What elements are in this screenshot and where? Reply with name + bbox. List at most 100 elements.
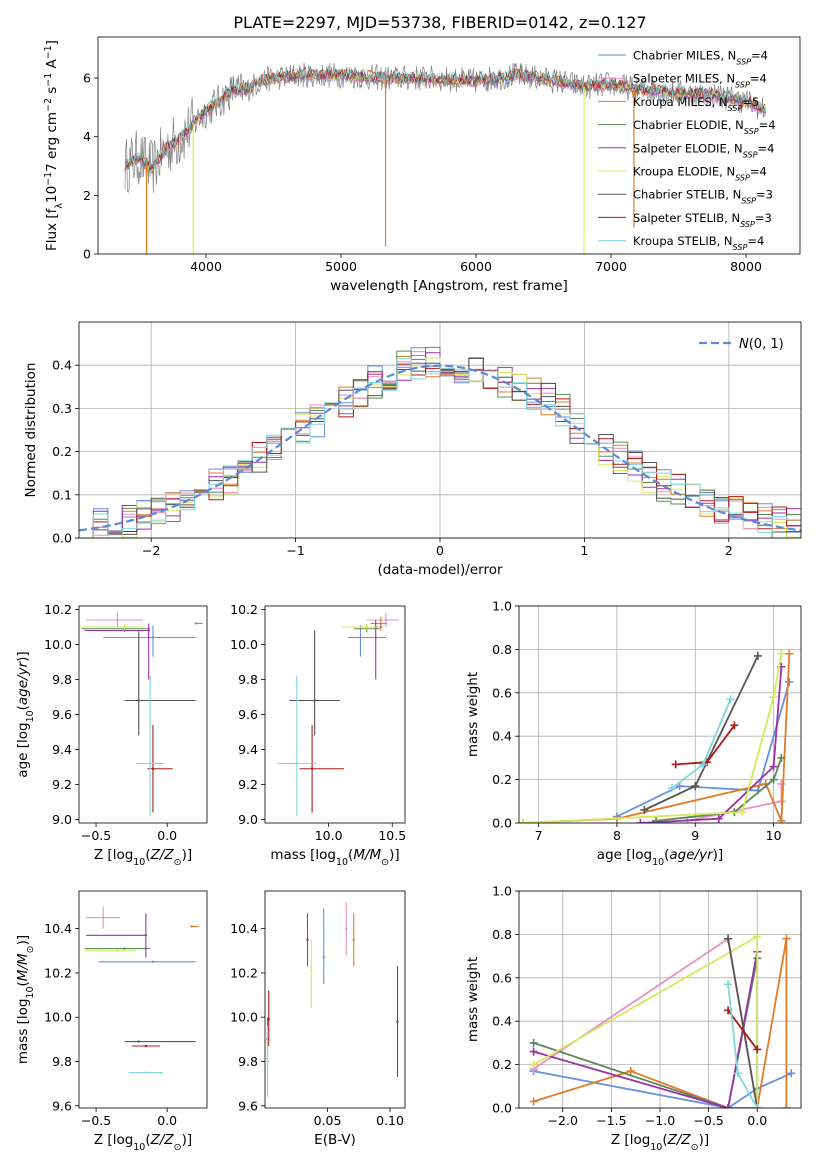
plot-area [79, 346, 801, 538]
axes-frame [78, 321, 802, 539]
axes-frame [97, 36, 801, 255]
point-salpeter-stelib [144, 1044, 148, 1048]
series-marker-kroupa-miles [529, 1097, 538, 1106]
y-tick-label: 0.6 [492, 970, 512, 985]
axes-frame [264, 605, 406, 824]
point-kroupa-stelib [295, 762, 299, 765]
x-tick-label: 0.0 [157, 828, 177, 843]
y-tick-label: 9.6 [238, 707, 258, 722]
legend-entry: Salpeter MILES, NSSP=4 [633, 72, 767, 90]
y-tick-label: 10.0 [44, 1010, 72, 1025]
series-marker-salpeter-stelib [671, 760, 680, 769]
model-line-kroupa-stelib [124, 67, 766, 169]
legend-entry: Chabrier STELIB, NSSP=3 [633, 188, 773, 206]
panel-age_vs_z: −0.5 0.0 9.0 9.2 9.4 9.6 9.8 10.0 10.2 Z [log10(Z… [15, 602, 208, 868]
panel-weight_vs_age: 7 8 9 10 0.0 0.2 0.4 0.6 0.8 1.0 age [log10(age/yr… [465, 599, 802, 868]
series-marker-chabrier-miles [785, 677, 794, 686]
point-salpeter-elodie [306, 938, 309, 941]
y-tick-label: 9.0 [52, 812, 72, 827]
series-marker-salpeter-stelib [753, 1045, 762, 1054]
plot-area [277, 613, 399, 816]
y-axis-label: mass weight [465, 672, 481, 757]
axes-frame [78, 605, 208, 824]
point-chabrier-miles [151, 960, 155, 964]
y-tick-label: 2 [83, 188, 91, 203]
y-tick-label: 0.2 [52, 444, 72, 459]
point-salpeter-miles [116, 618, 119, 622]
point-kroupa-elodie [123, 625, 126, 629]
y-tick-label: 9.4 [52, 742, 72, 757]
series-marker-salpeter-elodie [529, 1047, 538, 1056]
series-marker-salpeter-elodie [714, 814, 723, 823]
x-axis-label: (data-model)/error [377, 562, 503, 578]
y-tick-label: 0.4 [492, 1014, 512, 1029]
legend-entry: Kroupa STELIB, NSSP=4 [633, 234, 764, 252]
point-kroupa-stelib [266, 1060, 269, 1063]
panel-residuals: −2 −1 0 1 2 0.0 0.1 0.2 0.3 0.4 (data-model)/error… [23, 321, 802, 578]
y-tick-label: 10.4 [230, 921, 258, 936]
y-tick-label: 0.3 [52, 401, 72, 416]
plot-area [519, 649, 794, 823]
y-axis-label: mass weight [465, 957, 481, 1042]
legend-entry: N(0, 1) [739, 337, 784, 352]
x-tick-label: 8 [613, 828, 621, 843]
series-marker-kroupa-stelib [699, 760, 708, 769]
point-salpeter-stelib [267, 1018, 270, 1021]
x-axis-label: Z [log10(Z/Z⊙)] [611, 1132, 709, 1153]
legend-entry: Chabrier MILES, NSSP=4 [633, 49, 768, 67]
figure-title: PLATE=2297, MJD=53738, FIBERID=0142, z=0… [233, 13, 646, 32]
series-line-salpeter-stelib [727, 1009, 758, 1050]
y-tick-label: 0 [83, 247, 91, 262]
x-axis-label: E(B-V) [314, 1132, 356, 1148]
series-marker-salpeter-miles [777, 779, 786, 788]
y-tick-label: 0.8 [492, 642, 512, 657]
x-tick-label: 4000 [190, 259, 222, 274]
y-tick-label: 10.2 [44, 602, 72, 617]
series-marker-kroupa-stelib [726, 695, 735, 704]
point-chabrier-stelib [313, 699, 316, 702]
y-tick-label: 0.8 [492, 927, 512, 942]
x-tick-label: −1 [286, 543, 304, 558]
x-tick-label: 10.5 [378, 828, 406, 843]
y-tick-label: 0.6 [492, 685, 512, 700]
series-marker-kroupa-miles [785, 649, 794, 658]
series-line-chabrier-miles [616, 681, 791, 818]
panel-weight_vs_z: −2.0 −1.5 −1.0 −0.5 0.0 0.0 0.2 0.4 0.6 0.8 1.0 Z [… [465, 884, 802, 1153]
series-line-chabrier-stelib [727, 938, 759, 1108]
plot-area [266, 902, 399, 1097]
x-tick-label: 6000 [460, 259, 492, 274]
point-salpeter-elodie [144, 934, 148, 937]
series-marker-kroupa-elodie [753, 932, 762, 941]
legend-entry: Kroupa ELODIE, NSSP=4 [633, 165, 767, 183]
x-axis-label: Z [log10(Z/Z⊙)] [94, 1132, 192, 1153]
x-tick-label: 2 [725, 543, 733, 558]
panel-age_vs_mass: 10.0 10.5 9.0 9.2 9.4 9.6 9.8 10.0 10.2 mass [log… [230, 602, 406, 868]
x-tick-label: −0.5 [81, 1113, 111, 1128]
point-chabrier-elodie [123, 947, 126, 950]
y-tick-label: 10.2 [230, 602, 258, 617]
series-line-chabrier-elodie [656, 757, 783, 822]
x-axis-label: mass [log10(M/M⊙)] [270, 847, 399, 868]
y-tick-label: 4 [83, 129, 91, 144]
y-tick-label: 0.1 [52, 487, 72, 502]
point-chabrier-miles [151, 636, 155, 639]
series-marker-kroupa-miles [626, 1067, 635, 1076]
y-tick-label: 10.2 [44, 965, 72, 980]
y-tick-label: 9.8 [52, 1054, 72, 1069]
series-marker-chabrier-stelib [640, 805, 649, 814]
x-tick-label: 9 [691, 828, 699, 843]
series-marker-chabrier-miles [787, 1069, 796, 1078]
y-tick-label: 9.0 [238, 812, 258, 827]
y-tick-label: 1.0 [492, 599, 512, 614]
series-marker-chabrier-elodie [529, 1038, 538, 1047]
y-tick-label: 0.0 [492, 816, 512, 831]
x-tick-label: −1.5 [596, 1113, 626, 1128]
series-marker-kroupa-stelib [724, 980, 733, 989]
axes-frame [264, 890, 406, 1109]
series-marker-salpeter-elodie [636, 819, 645, 823]
x-tick-label: −0.5 [693, 1113, 723, 1128]
series-line-kroupa-elodie [533, 935, 759, 1108]
point-kroupa-miles [190, 925, 193, 928]
y-tick-label: 9.6 [52, 707, 72, 722]
point-chabrier-miles [322, 956, 325, 959]
